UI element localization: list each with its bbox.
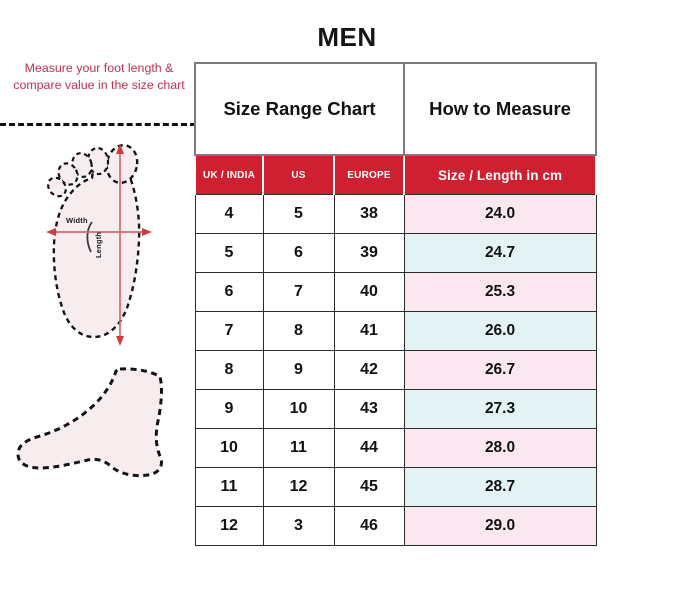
table-row: 9 10 43 27.3: [194, 389, 597, 429]
cell-europe: 43: [333, 389, 405, 429]
cell-uk-india: 9: [194, 389, 264, 429]
cell-europe: 41: [333, 311, 405, 351]
cell-uk-india: 10: [194, 428, 264, 468]
cell-europe: 44: [333, 428, 405, 468]
column-header-europe: EUROPE: [332, 155, 406, 195]
foot-width-label: Width: [66, 216, 88, 225]
cell-europe: 40: [333, 272, 405, 312]
cell-europe: 39: [333, 233, 405, 273]
cell-uk-india: 4: [194, 194, 264, 234]
cell-uk-india: 7: [194, 311, 264, 351]
group-header-how-to-measure: How to Measure: [403, 62, 598, 156]
cell-size-cm: 28.7: [403, 467, 597, 507]
cell-uk-india: 5: [194, 233, 264, 273]
table-column-header-row: UK / INDIA US EUROPE Size / Length in cm: [194, 155, 598, 195]
foot-length-label: Length: [94, 231, 103, 258]
cell-size-cm: 25.3: [403, 272, 597, 312]
column-header-size-length-cm: Size / Length in cm: [403, 155, 598, 195]
column-header-us: US: [262, 155, 335, 195]
cell-size-cm: 27.3: [403, 389, 597, 429]
size-chart-table: Size Range Chart How to Measure UK / IND…: [193, 62, 598, 546]
cell-europe: 38: [333, 194, 405, 234]
cell-us: 5: [262, 194, 335, 234]
cell-us: 7: [262, 272, 335, 312]
cell-us: 8: [262, 311, 335, 351]
measure-instruction-text: Measure your foot length & compare value…: [13, 61, 185, 92]
cell-uk-india: 8: [194, 350, 264, 390]
cell-us: 10: [262, 389, 335, 429]
dashed-divider: [0, 123, 196, 126]
table-group-header-row: Size Range Chart How to Measure: [193, 62, 598, 156]
cell-size-cm: 26.7: [403, 350, 597, 390]
table-row: 11 12 45 28.7: [194, 467, 597, 507]
cell-us: 12: [262, 467, 335, 507]
table-row: 10 11 44 28.0: [194, 428, 597, 468]
cell-uk-india: 12: [194, 506, 264, 546]
cell-europe: 42: [333, 350, 405, 390]
table-row: 6 7 40 25.3: [194, 272, 597, 312]
page-title: MEN: [317, 22, 377, 52]
cell-size-cm: 26.0: [403, 311, 597, 351]
cell-us: 6: [262, 233, 335, 273]
cell-size-cm: 28.0: [403, 428, 597, 468]
column-header-uk-india: UK / INDIA: [194, 155, 264, 195]
cell-size-cm: 24.7: [403, 233, 597, 273]
cell-us: 9: [262, 350, 335, 390]
cell-uk-india: 11: [194, 467, 264, 507]
foot-sole-outline-icon: [46, 143, 152, 346]
table-row: 7 8 41 26.0: [194, 311, 597, 351]
cell-us: 11: [262, 428, 335, 468]
table-row: 8 9 42 26.7: [194, 350, 597, 390]
table-row: 12 3 46 29.0: [194, 506, 597, 546]
table-row: 5 6 39 24.7: [194, 233, 597, 273]
foot-side-profile-icon: [16, 367, 163, 478]
table-row: 4 5 38 24.0: [194, 194, 597, 234]
group-header-size-range: Size Range Chart: [193, 62, 406, 156]
cell-size-cm: 24.0: [403, 194, 597, 234]
cell-europe: 46: [333, 506, 405, 546]
cell-us: 3: [262, 506, 335, 546]
cell-uk-india: 6: [194, 272, 264, 312]
cell-size-cm: 29.0: [403, 506, 597, 546]
cell-europe: 45: [333, 467, 405, 507]
